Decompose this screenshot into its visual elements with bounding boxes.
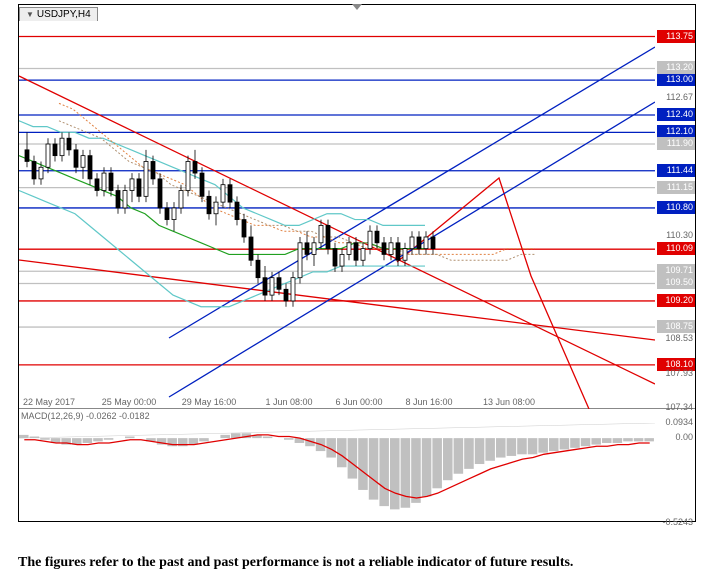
macd-scale-label: -0.5243: [662, 517, 693, 527]
time-label: 25 May 00:00: [102, 397, 157, 407]
time-label: 22 May 2017: [23, 397, 75, 407]
price-level: 110.80: [657, 201, 695, 214]
symbol-tab[interactable]: ▼ USDJPY,H4: [19, 7, 98, 21]
price-level: 111.90: [657, 137, 695, 150]
price-level: 108.53: [665, 333, 693, 343]
price-level: 113.75: [657, 30, 695, 43]
price-level: 110.09: [657, 242, 695, 255]
price-level: 109.71: [657, 264, 695, 277]
tab-dropdown-icon[interactable]: ▼: [26, 10, 34, 19]
price-level: 113.00: [657, 73, 695, 86]
macd-panel[interactable]: MACD(12,26,9) -0.0262 -0.0182 0.0934 0.00…: [19, 409, 695, 521]
price-level: 109.50: [657, 276, 695, 289]
disclaimer-text: The figures refer to the past and past p…: [18, 555, 573, 571]
price-level: 111.15: [657, 181, 695, 194]
macd-label: MACD(12,26,9) -0.0262 -0.0182: [21, 411, 150, 421]
time-label: 6 Jun 00:00: [335, 397, 382, 407]
drag-handle-icon[interactable]: [352, 4, 362, 10]
chart-canvas: [19, 22, 655, 409]
price-level: 110.30: [666, 230, 693, 240]
price-level: 112.40: [657, 108, 695, 121]
main-chart[interactable]: [19, 22, 695, 409]
time-label: 8 Jun 16:00: [405, 397, 452, 407]
price-level: 107.93: [665, 368, 693, 378]
tab-bar: ▼ USDJPY,H4: [19, 5, 98, 22]
price-level: 112.67: [666, 92, 693, 102]
price-level: 109.20: [657, 294, 695, 307]
time-label: 29 May 16:00: [182, 397, 237, 407]
time-label: 1 Jun 08:00: [265, 397, 312, 407]
macd-scale-label: 0.0934: [665, 417, 693, 427]
chart-container: ▼ USDJPY,H4 113.75110.09109.20108.10113.…: [18, 4, 696, 522]
symbol-label: USDJPY,H4: [37, 9, 91, 20]
price-scale[interactable]: 113.75110.09109.20108.10113.00112.40112.…: [653, 22, 695, 409]
price-level: 113.20: [657, 61, 695, 74]
price-level: 111.44: [657, 164, 695, 177]
macd-scale-label: 0.00: [675, 432, 693, 442]
price-level: 108.75: [657, 320, 695, 333]
time-scale[interactable]: 22 May 2017 25 May 00:00 29 May 16:00 1 Jun…: [19, 393, 653, 407]
time-label: 13 Jun 08:00: [483, 397, 535, 407]
macd-canvas: [19, 423, 655, 523]
